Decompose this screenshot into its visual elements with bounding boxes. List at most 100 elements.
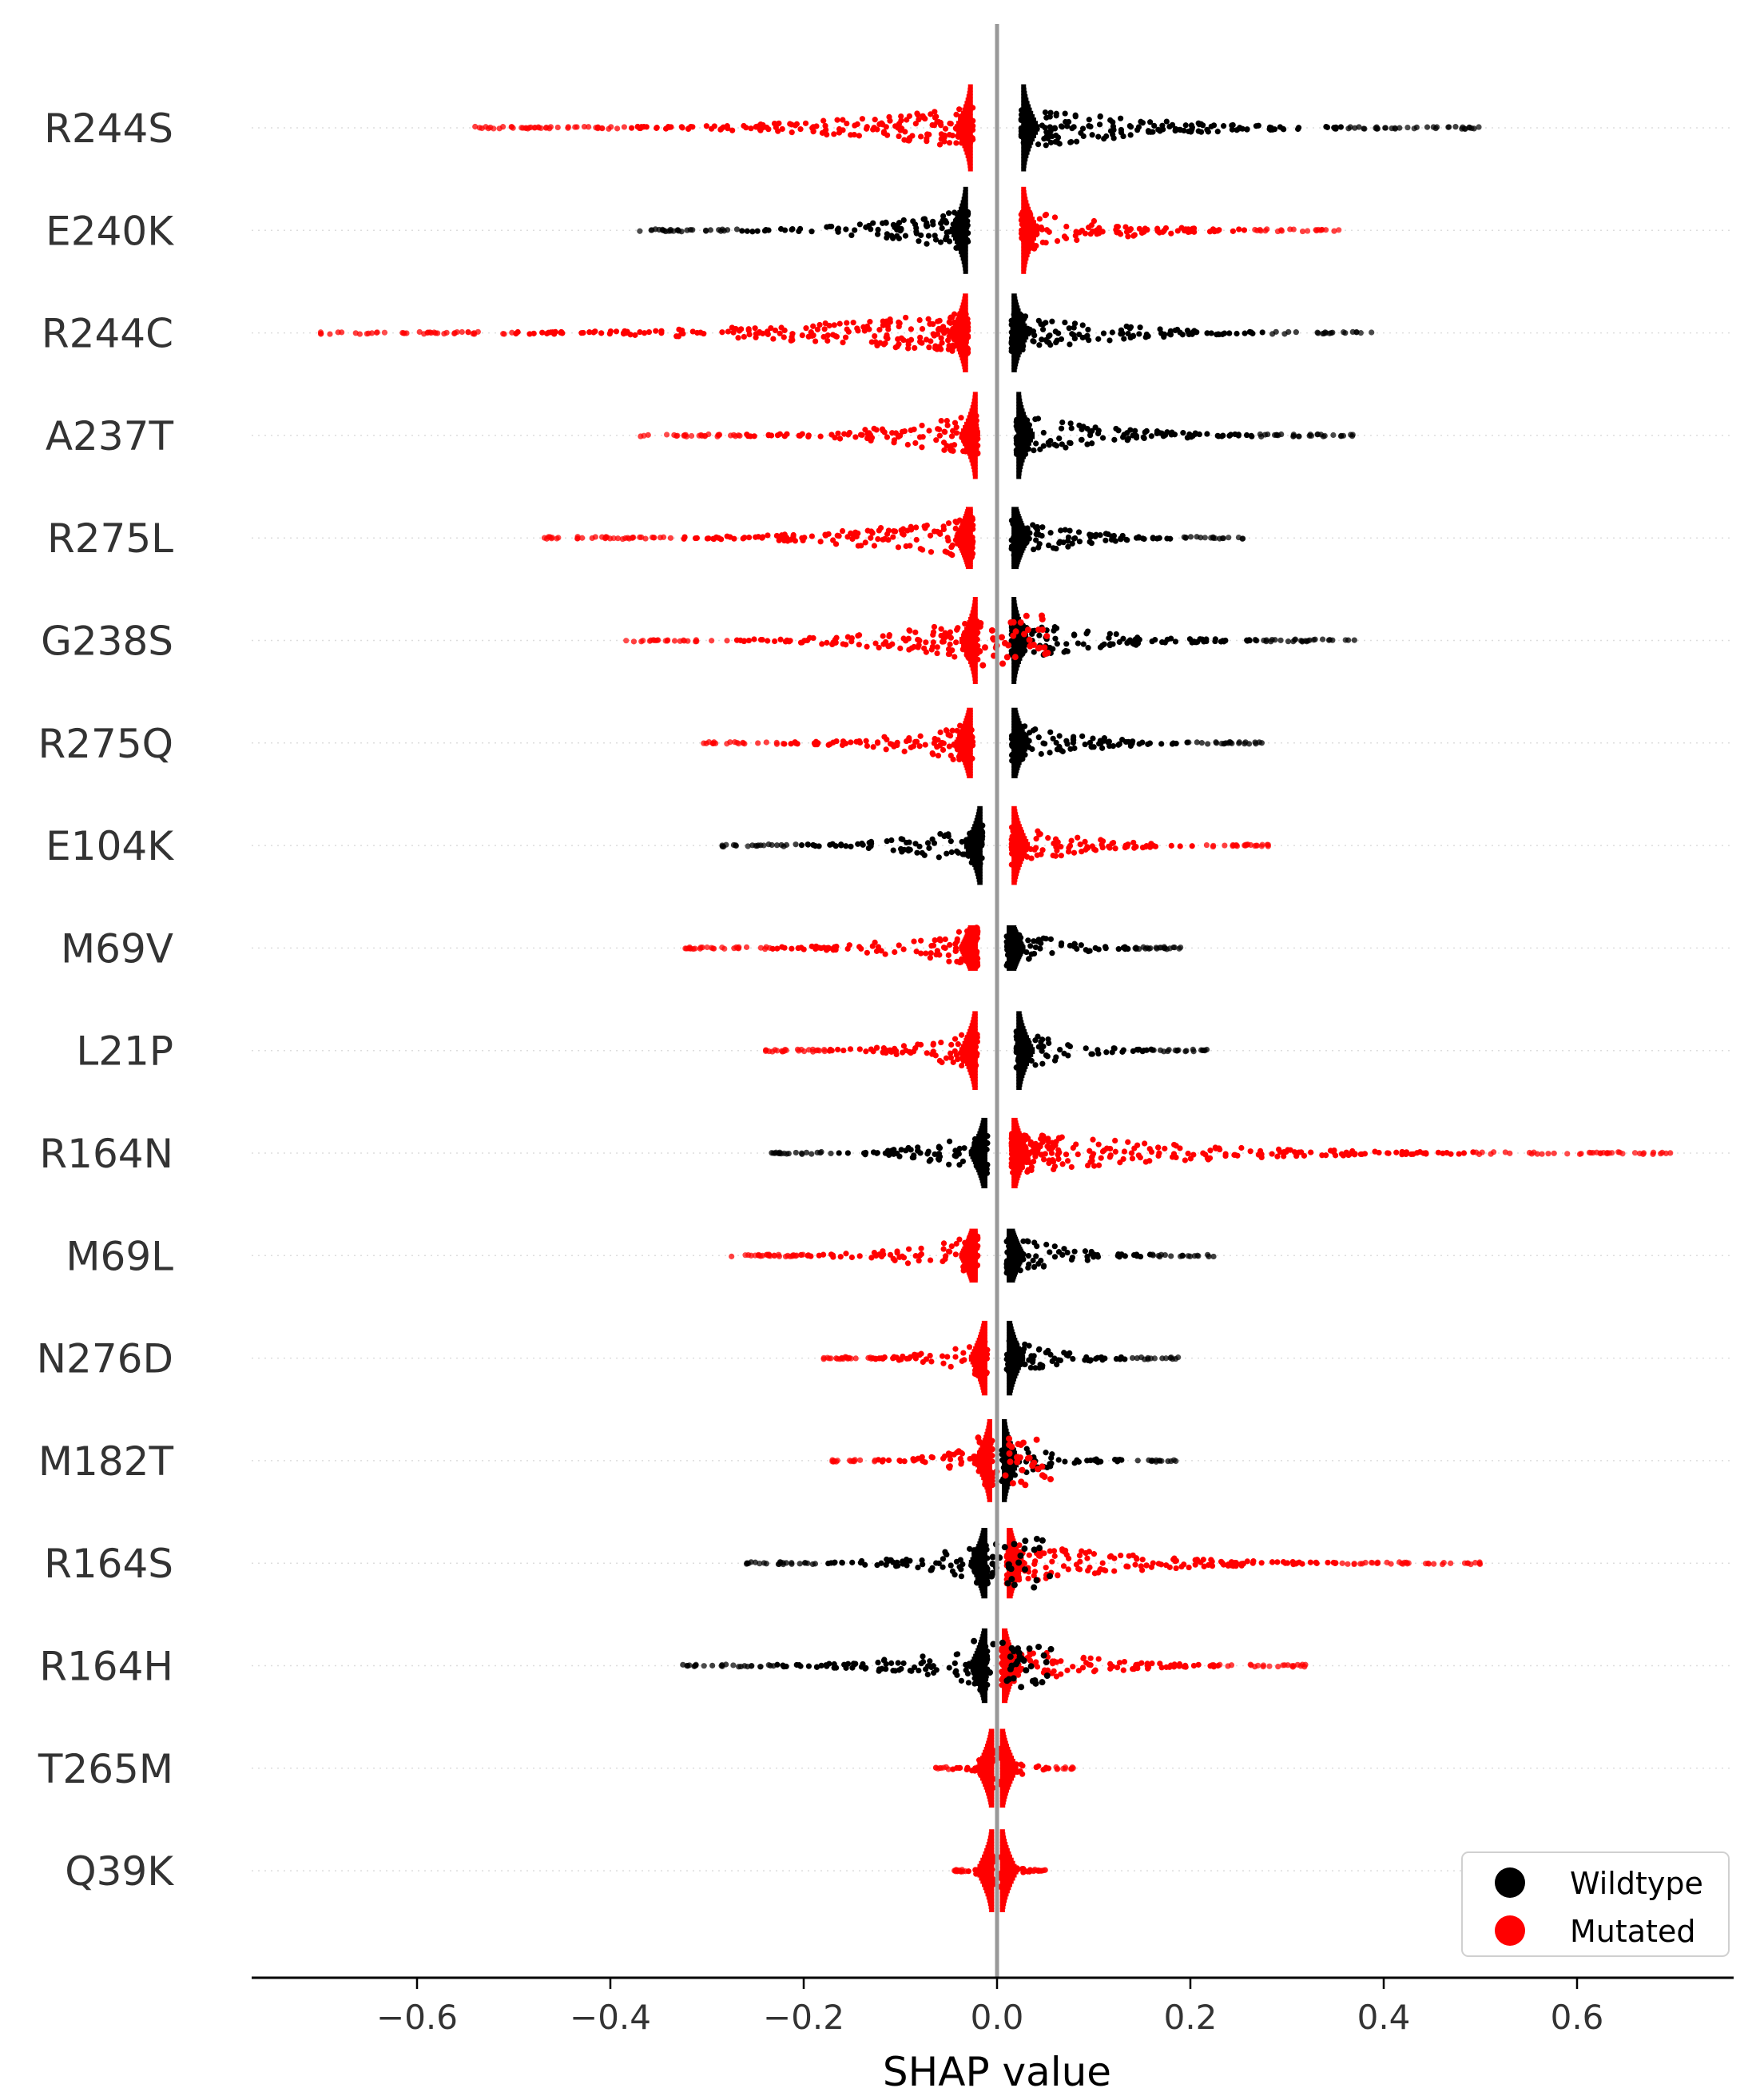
- core-point: [1011, 359, 1019, 364]
- data-point: [1095, 1162, 1102, 1168]
- data-point: [1022, 313, 1029, 320]
- data-point: [1126, 122, 1133, 129]
- data-point: [856, 1457, 864, 1463]
- data-point: [1074, 237, 1080, 244]
- data-point: [979, 1362, 985, 1369]
- data-point: [1125, 1139, 1131, 1145]
- data-point: [1127, 742, 1134, 750]
- data-point: [1045, 333, 1052, 340]
- data-point: [976, 623, 983, 630]
- data-point: [1043, 240, 1049, 246]
- data-point: [1352, 1151, 1358, 1157]
- data-point: [1011, 654, 1019, 661]
- data-point: [798, 842, 805, 849]
- data-point: [974, 1038, 980, 1045]
- data-point: [880, 121, 886, 128]
- data-point: [1120, 635, 1126, 642]
- data-point: [856, 133, 862, 139]
- data-point: [969, 127, 976, 133]
- core-point: [971, 1016, 978, 1021]
- core-point: [974, 1573, 987, 1577]
- core-point: [960, 1044, 978, 1048]
- data-point: [898, 1356, 904, 1362]
- core-point: [960, 1052, 978, 1057]
- data-point: [1019, 449, 1025, 455]
- core-point: [1011, 753, 1025, 758]
- data-point: [1528, 1151, 1535, 1157]
- core-point: [955, 737, 973, 742]
- data-point: [476, 125, 483, 131]
- data-point: [1297, 638, 1304, 644]
- core-point: [1011, 600, 1017, 605]
- data-point: [796, 432, 802, 439]
- data-point: [1012, 1149, 1019, 1156]
- data-point: [959, 535, 966, 542]
- data-point: [862, 427, 868, 433]
- data-point: [1235, 534, 1242, 541]
- data-point: [1314, 431, 1321, 438]
- data-point: [980, 1542, 987, 1549]
- data-point: [789, 945, 795, 952]
- data-point: [1433, 124, 1440, 130]
- data-point: [1230, 228, 1237, 234]
- data-point: [857, 432, 864, 438]
- data-point: [970, 522, 976, 528]
- core-point: [1007, 1323, 1013, 1328]
- data-point: [1010, 618, 1017, 626]
- core-point: [987, 1494, 992, 1499]
- data-point: [1032, 1153, 1039, 1159]
- data-point: [1010, 1139, 1016, 1146]
- data-point: [659, 226, 665, 233]
- core-point: [1021, 164, 1027, 169]
- data-point: [1015, 941, 1022, 948]
- data-point: [1188, 228, 1194, 234]
- data-point: [736, 944, 742, 950]
- data-point: [941, 132, 948, 138]
- data-point: [1157, 1047, 1164, 1053]
- data-point: [1424, 124, 1431, 130]
- data-point: [1150, 1252, 1157, 1259]
- data-point: [810, 634, 816, 642]
- core-point: [1007, 1552, 1022, 1557]
- data-point: [1038, 321, 1044, 328]
- data-point: [949, 727, 955, 734]
- data-point: [789, 129, 795, 136]
- data-point: [916, 1351, 923, 1358]
- data-point: [796, 1048, 802, 1054]
- data-point: [637, 328, 643, 336]
- data-point: [1134, 1458, 1141, 1464]
- core-point: [1011, 317, 1024, 322]
- data-point: [381, 329, 388, 336]
- data-point: [1142, 844, 1149, 850]
- data-point: [1069, 540, 1075, 547]
- data-point: [945, 537, 952, 544]
- data-point: [1345, 1151, 1352, 1159]
- data-point: [984, 1161, 991, 1168]
- core-point: [1011, 718, 1021, 723]
- data-point: [1160, 126, 1166, 133]
- data-point: [1071, 1248, 1078, 1255]
- data-point: [868, 535, 874, 541]
- data-point: [896, 1153, 903, 1159]
- data-point: [1118, 1251, 1125, 1258]
- data-point: [1021, 630, 1028, 638]
- data-point: [692, 535, 699, 542]
- data-point: [960, 730, 967, 737]
- data-point: [1026, 636, 1033, 643]
- core-point: [969, 1023, 978, 1028]
- data-point: [1063, 444, 1069, 451]
- data-point: [946, 1161, 952, 1167]
- data-point: [1190, 1048, 1197, 1055]
- core-point: [967, 84, 973, 89]
- data-point: [697, 945, 704, 951]
- data-point: [1008, 1132, 1015, 1139]
- data-point: [1460, 1150, 1468, 1156]
- data-point: [1244, 126, 1250, 133]
- data-point: [932, 735, 938, 742]
- data-point: [965, 428, 971, 435]
- core-point: [1011, 314, 1023, 319]
- data-point: [1065, 849, 1072, 855]
- core-point: [970, 1020, 978, 1024]
- data-point: [632, 332, 638, 338]
- data-point: [1040, 443, 1047, 449]
